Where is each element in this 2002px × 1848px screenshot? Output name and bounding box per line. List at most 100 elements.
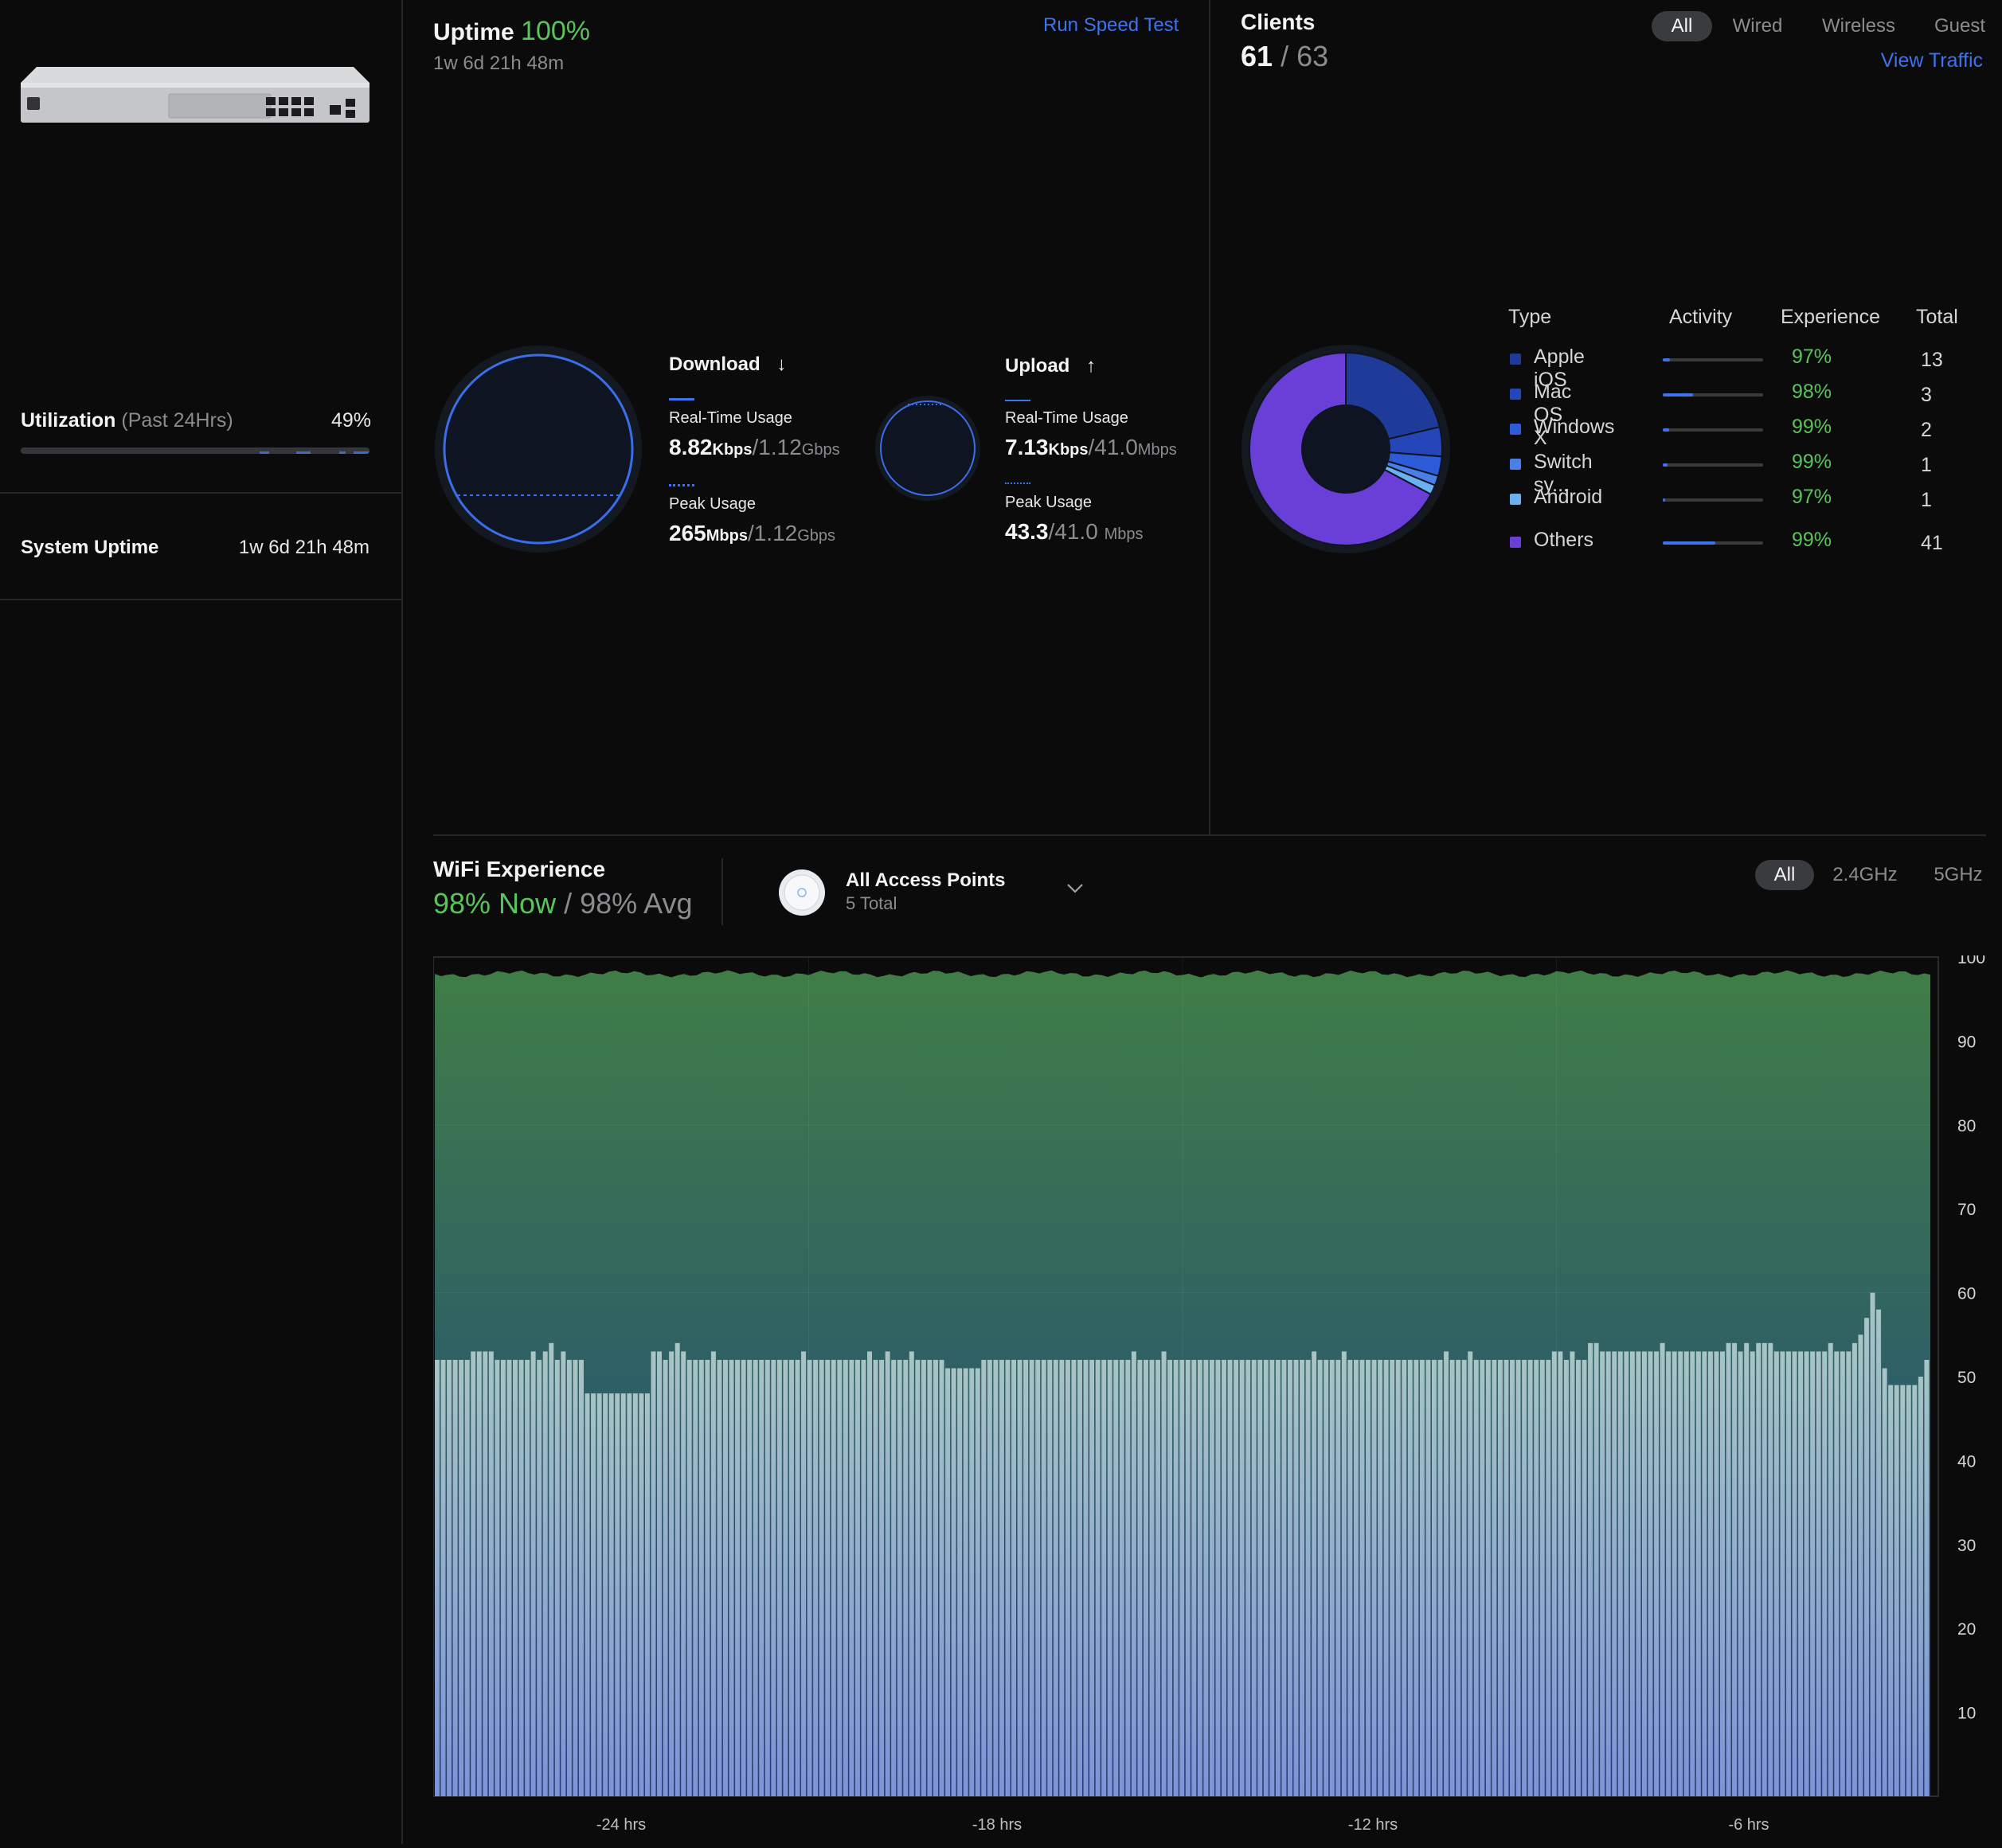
view-traffic-link[interactable]: View Traffic [1880, 49, 1983, 72]
download-arrow-icon: ↓ [776, 354, 787, 375]
download-gauge [433, 344, 643, 554]
upload-peak-value: 43.3/41.0 Mbps [1005, 519, 1144, 544]
client-total: 2 [1921, 419, 1932, 441]
chart-bar [1888, 1385, 1894, 1796]
chart-bar [1324, 1359, 1329, 1796]
chart-bar [1546, 1359, 1551, 1796]
client-type-swatch [1510, 494, 1521, 505]
chart-bar [1497, 1359, 1503, 1796]
chart-bar [1503, 1359, 1509, 1796]
chart-bar [915, 1359, 921, 1796]
column-experience: Experience [1781, 306, 1881, 328]
realtime-legend-line [669, 398, 694, 400]
chart-bar [1035, 1359, 1041, 1796]
chart-bar [1678, 1351, 1683, 1796]
chart-bar [1251, 1359, 1257, 1796]
chart-bar [573, 1359, 578, 1796]
chart-bar [518, 1359, 524, 1796]
utilization-heading: Utilization (Past 24Hrs) [21, 409, 233, 432]
chart-bar [1197, 1359, 1202, 1796]
chart-bar [1317, 1359, 1323, 1796]
band-filter-5ghz[interactable]: 5GHz [1934, 864, 1983, 885]
device-image [19, 65, 371, 126]
chart-bar [1804, 1351, 1809, 1796]
client-experience: 99% [1792, 416, 1832, 438]
chart-bar [1576, 1359, 1581, 1796]
chart-bar [1918, 1377, 1923, 1796]
client-type-name: Windows [1534, 416, 1615, 438]
clients-title: Clients [1241, 10, 1316, 34]
chart-bar [1089, 1359, 1095, 1796]
chart-bar [1414, 1359, 1419, 1796]
chart-bar [585, 1393, 590, 1796]
client-total: 13 [1921, 349, 1943, 371]
chart-bar [771, 1359, 776, 1796]
chart-bar [1101, 1359, 1107, 1796]
band-filter-all[interactable]: All [1755, 860, 1814, 890]
client-experience: 99% [1792, 451, 1832, 473]
column-activity: Activity [1669, 306, 1733, 328]
chart-bar [579, 1359, 584, 1796]
client-type-name: Apple iOS [1534, 346, 1585, 391]
clients-filter-all[interactable]: All [1652, 11, 1712, 41]
chart-bar [603, 1393, 608, 1796]
client-experience: 99% [1792, 529, 1832, 551]
chart-bar [1539, 1359, 1545, 1796]
chart-bar [464, 1359, 470, 1796]
chart-bar [1858, 1334, 1863, 1796]
client-activity-bar [1663, 358, 1763, 361]
chart-bar [1444, 1351, 1449, 1796]
download-realtime-value: 8.82Kbps/1.12Gbps [669, 435, 840, 459]
upload-arrow-icon: ↑ [1086, 355, 1096, 377]
clients-filter-guest[interactable]: Guest [1934, 15, 1986, 37]
run-speed-test-link[interactable]: Run Speed Test [1043, 14, 1179, 36]
access-point-selector[interactable]: All Access Points 5 Total [779, 866, 1097, 917]
chart-bar [729, 1359, 734, 1796]
chart-bar [1023, 1359, 1029, 1796]
chart-bar [1563, 1359, 1569, 1796]
chart-bar [566, 1359, 572, 1796]
y-tick-label: 20 [1957, 1620, 1976, 1639]
chart-bar [1378, 1359, 1383, 1796]
chart-bar [1095, 1359, 1101, 1796]
chart-bar [1617, 1351, 1623, 1796]
chart-bar [735, 1359, 741, 1796]
chart-bar [1456, 1359, 1461, 1796]
chart-bar [788, 1359, 794, 1796]
y-tick-label: 40 [1957, 1452, 1976, 1471]
chart-bar [825, 1359, 831, 1796]
download-peak-value: 265Mbps/1.12Gbps [669, 521, 836, 545]
upload-gauge [874, 395, 981, 502]
upload-title: Upload ↑ [1005, 355, 1096, 377]
chart-bar [1041, 1359, 1046, 1796]
chart-bar [1912, 1385, 1918, 1796]
chart-bar [1029, 1359, 1034, 1796]
chart-bar [1792, 1351, 1797, 1796]
chart-bar [1648, 1351, 1653, 1796]
chart-bar [1137, 1359, 1143, 1796]
chart-bar [903, 1359, 909, 1796]
band-filter-2-4ghz[interactable]: 2.4GHz [1832, 864, 1898, 885]
chart-bar [1149, 1359, 1155, 1796]
chart-bar [927, 1359, 933, 1796]
chart-bar [1629, 1351, 1635, 1796]
chart-bar [1335, 1359, 1341, 1796]
uptime-heading: Uptime 100% [433, 16, 590, 47]
x-tick-label: -12 hrs [1348, 1816, 1398, 1834]
clients-filter-wireless[interactable]: Wireless [1821, 15, 1895, 37]
realtime-legend-line [1005, 400, 1030, 401]
chart-bar [530, 1351, 536, 1796]
chart-bar [1666, 1351, 1672, 1796]
clients-filter-wired[interactable]: Wired [1732, 15, 1783, 37]
chart-bar [615, 1393, 620, 1796]
chart-bar [1113, 1359, 1119, 1796]
chart-bar [608, 1393, 614, 1796]
chart-bar [1131, 1351, 1136, 1796]
chart-bar [1432, 1359, 1437, 1796]
chart-bar [1419, 1359, 1425, 1796]
y-tick-label: 10 [1957, 1705, 1976, 1723]
chart-bar [471, 1351, 476, 1796]
chart-bar [1780, 1351, 1785, 1796]
chart-bar [747, 1359, 753, 1796]
chart-bar [795, 1359, 800, 1796]
